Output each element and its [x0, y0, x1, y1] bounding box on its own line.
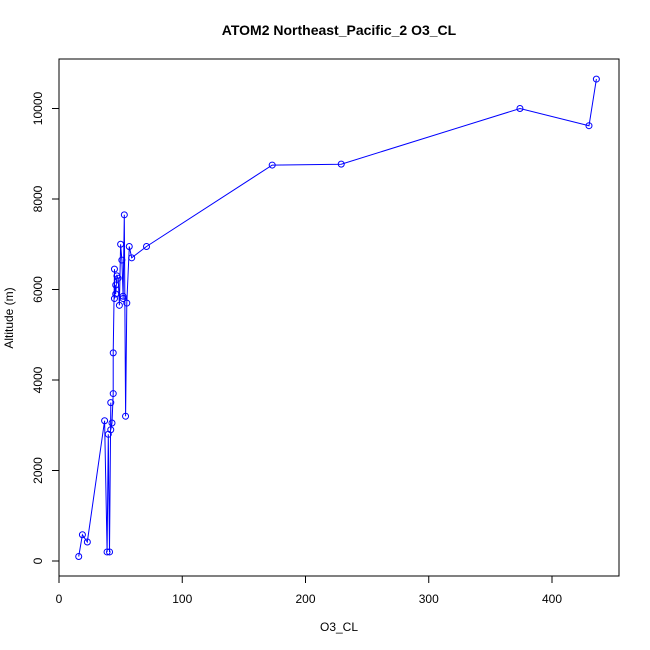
- data-point: [109, 390, 117, 398]
- data-point: [78, 531, 86, 539]
- y-tick-label: 8000: [31, 185, 45, 212]
- y-tick-label: 6000: [31, 276, 45, 303]
- chart-title: ATOM2 Northeast_Pacific_2 O3_CL: [222, 22, 457, 38]
- x-tick-label: 300: [419, 592, 439, 606]
- y-tick-label: 10000: [31, 91, 45, 125]
- data-point: [128, 254, 136, 262]
- x-tick-label: 0: [56, 592, 63, 606]
- data-point: [106, 548, 114, 556]
- x-tick-label: 200: [295, 592, 315, 606]
- data-point: [103, 548, 111, 556]
- data-point: [118, 256, 126, 264]
- data-point: [125, 243, 133, 251]
- y-tick-label: 0: [31, 557, 45, 564]
- data-point: [107, 426, 115, 434]
- plot-frame: [58, 58, 620, 577]
- data-point: [114, 274, 122, 282]
- data-point: [337, 160, 345, 168]
- data-point: [516, 105, 524, 112]
- data-point: [143, 243, 151, 251]
- data-point: [112, 290, 120, 298]
- data-point: [108, 419, 116, 427]
- x-tick-label: 400: [542, 592, 562, 606]
- series-line: [78, 79, 597, 557]
- data-point: [122, 412, 130, 420]
- y-axis-label: Altitude (m): [2, 287, 16, 348]
- data-point: [119, 292, 127, 300]
- x-tick-label: 100: [172, 592, 192, 606]
- data-point: [119, 295, 127, 303]
- data-point: [115, 301, 123, 309]
- data-point: [120, 211, 128, 219]
- data-point: [112, 281, 120, 289]
- y-tick-label: 2000: [31, 457, 45, 484]
- data-point: [83, 538, 91, 546]
- data-point: [107, 399, 115, 407]
- data-point: [110, 265, 118, 273]
- series-layer: [75, 75, 600, 560]
- y-tick-label: 4000: [31, 366, 45, 393]
- data-point: [117, 240, 125, 248]
- data-point: [109, 349, 117, 357]
- data-point: [592, 75, 600, 83]
- data-point: [585, 122, 593, 130]
- x-axis-label: O3_CL: [320, 620, 358, 634]
- data-point: [110, 295, 118, 303]
- data-point: [123, 299, 131, 307]
- data-point: [101, 417, 109, 425]
- data-point: [75, 552, 83, 560]
- data-point: [268, 161, 276, 169]
